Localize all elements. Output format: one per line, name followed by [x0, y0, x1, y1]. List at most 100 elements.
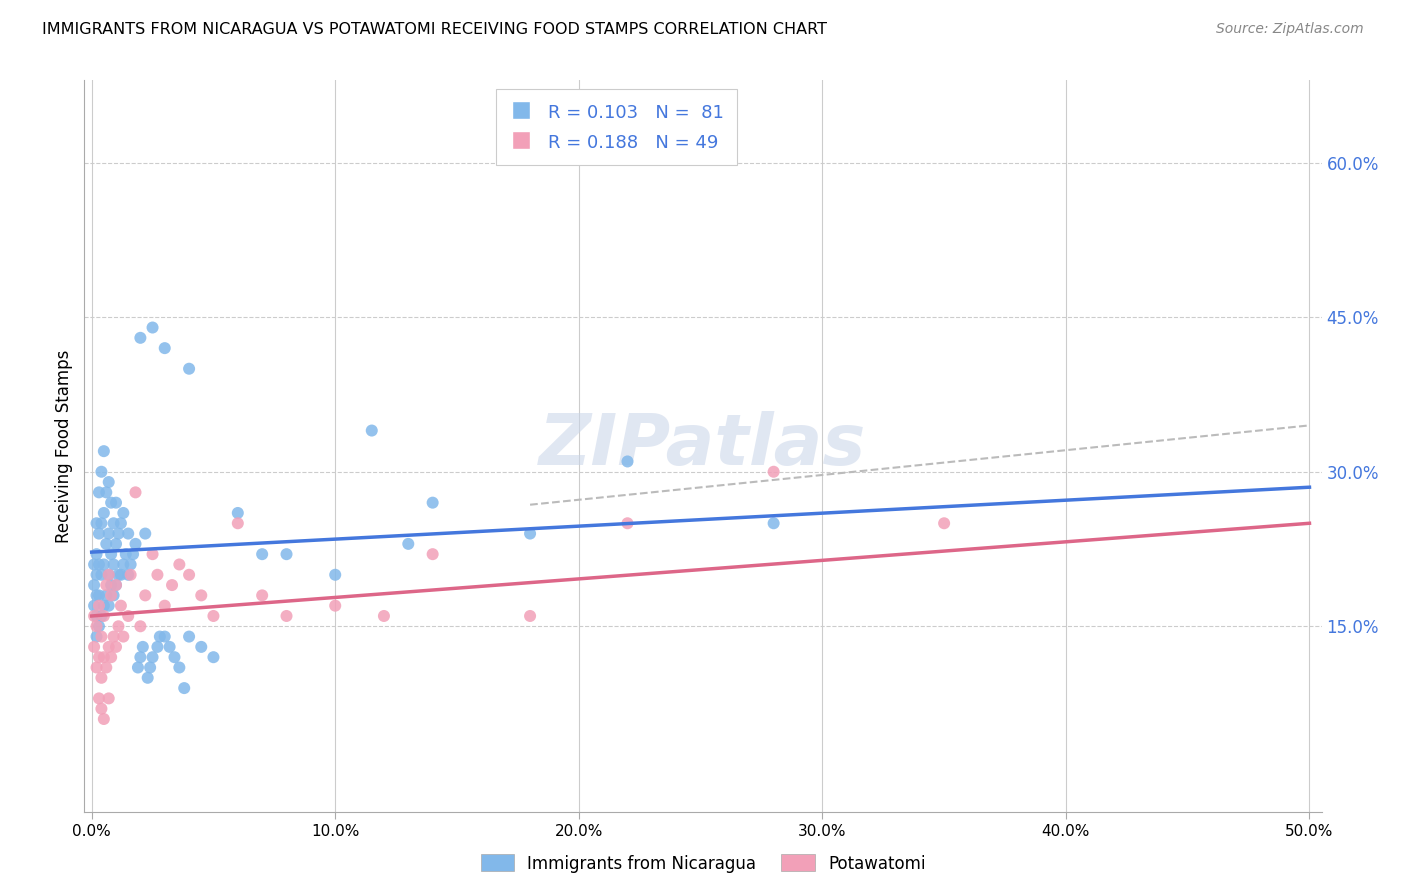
Point — [105, 578, 128, 592]
Point — [120, 567, 142, 582]
Point — [96, 660, 118, 674]
Point — [146, 567, 169, 582]
Point — [159, 640, 181, 654]
Point — [396, 537, 419, 551]
Point — [110, 516, 132, 531]
Point — [139, 660, 162, 674]
Point — [86, 660, 108, 674]
Point — [90, 465, 112, 479]
Point — [134, 588, 156, 602]
Point — [616, 454, 638, 468]
Point — [202, 609, 225, 624]
Point — [323, 567, 346, 582]
Point — [86, 516, 108, 531]
Point — [177, 567, 200, 582]
Point — [100, 588, 122, 602]
Point — [103, 588, 125, 602]
Point — [110, 599, 132, 613]
Point — [90, 671, 112, 685]
Point — [117, 526, 139, 541]
Point — [202, 650, 225, 665]
Point — [87, 558, 110, 572]
Point — [83, 640, 105, 654]
Point — [129, 331, 152, 345]
Point — [87, 526, 110, 541]
Legend: Immigrants from Nicaragua, Potawatomi: Immigrants from Nicaragua, Potawatomi — [474, 847, 932, 880]
Point — [105, 578, 128, 592]
Point — [360, 424, 382, 438]
Text: IMMIGRANTS FROM NICARAGUA VS POTAWATOMI RECEIVING FOOD STAMPS CORRELATION CHART: IMMIGRANTS FROM NICARAGUA VS POTAWATOMI … — [42, 22, 827, 37]
Point — [422, 547, 444, 561]
Point — [177, 630, 200, 644]
Point — [100, 496, 122, 510]
Point — [97, 599, 120, 613]
Text: Source: ZipAtlas.com: Source: ZipAtlas.com — [1216, 22, 1364, 37]
Point — [169, 660, 191, 674]
Point — [105, 496, 128, 510]
Point — [83, 558, 105, 572]
Point — [93, 558, 115, 572]
Point — [117, 567, 139, 582]
Point — [87, 588, 110, 602]
Point — [96, 578, 118, 592]
Point — [323, 599, 346, 613]
Point — [519, 609, 541, 624]
Point — [112, 558, 135, 572]
Point — [142, 650, 165, 665]
Point — [86, 630, 108, 644]
Point — [132, 640, 155, 654]
Point — [90, 609, 112, 624]
Point — [169, 558, 191, 572]
Point — [86, 547, 108, 561]
Point — [86, 567, 108, 582]
Point — [519, 526, 541, 541]
Point — [190, 640, 212, 654]
Point — [105, 537, 128, 551]
Point — [422, 496, 444, 510]
Point — [762, 516, 785, 531]
Point — [96, 537, 118, 551]
Point — [105, 640, 128, 654]
Point — [122, 547, 145, 561]
Point — [93, 712, 115, 726]
Point — [136, 671, 159, 685]
Text: ZIPatlas: ZIPatlas — [540, 411, 866, 481]
Point — [124, 537, 146, 551]
Point — [762, 465, 785, 479]
Point — [177, 361, 200, 376]
Point — [86, 588, 108, 602]
Point — [276, 547, 298, 561]
Point — [93, 609, 115, 624]
Point — [276, 609, 298, 624]
Point — [226, 506, 249, 520]
Point — [129, 650, 152, 665]
Point — [87, 650, 110, 665]
Point — [100, 547, 122, 561]
Point — [112, 506, 135, 520]
Point — [87, 485, 110, 500]
Point — [87, 619, 110, 633]
Point — [97, 567, 120, 582]
Point — [83, 609, 105, 624]
Point — [110, 567, 132, 582]
Point — [93, 506, 115, 520]
Point — [97, 691, 120, 706]
Point — [124, 485, 146, 500]
Point — [120, 558, 142, 572]
Point — [90, 630, 112, 644]
Point — [103, 630, 125, 644]
Point — [616, 516, 638, 531]
Point — [112, 630, 135, 644]
Point — [142, 320, 165, 334]
Point — [114, 547, 136, 561]
Point — [160, 578, 183, 592]
Point — [163, 650, 186, 665]
Point — [83, 578, 105, 592]
Point — [87, 691, 110, 706]
Point — [93, 650, 115, 665]
Point — [173, 681, 195, 695]
Point — [97, 567, 120, 582]
Point — [100, 650, 122, 665]
Point — [117, 609, 139, 624]
Point — [96, 588, 118, 602]
